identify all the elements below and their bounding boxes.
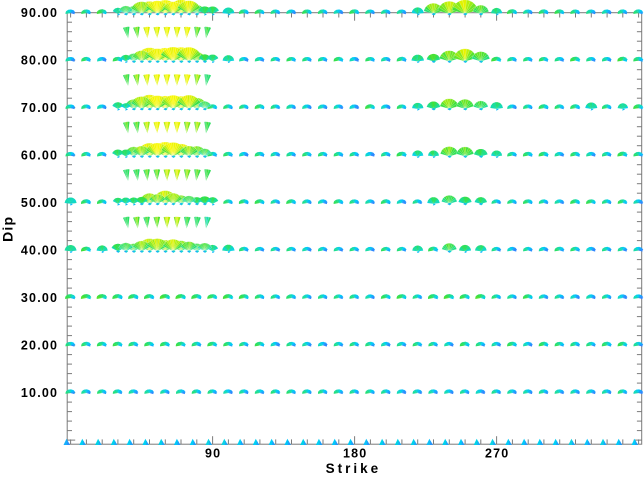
- svg-text:10.00: 10.00: [21, 386, 58, 400]
- svg-text:30.00: 30.00: [21, 291, 58, 305]
- svg-text:20.00: 20.00: [21, 338, 58, 352]
- svg-text:70.00: 70.00: [21, 101, 58, 115]
- svg-text:270: 270: [485, 447, 509, 461]
- svg-text:50.00: 50.00: [21, 196, 58, 210]
- svg-text:40.00: 40.00: [21, 243, 58, 257]
- svg-text:80.00: 80.00: [21, 54, 58, 68]
- svg-text:90.00: 90.00: [21, 6, 58, 20]
- svg-text:90: 90: [205, 447, 221, 461]
- svg-text:Strike: Strike: [326, 461, 382, 476]
- svg-text:180: 180: [343, 447, 367, 461]
- svg-text:Dip: Dip: [0, 216, 16, 242]
- svg-text:60.00: 60.00: [21, 149, 58, 163]
